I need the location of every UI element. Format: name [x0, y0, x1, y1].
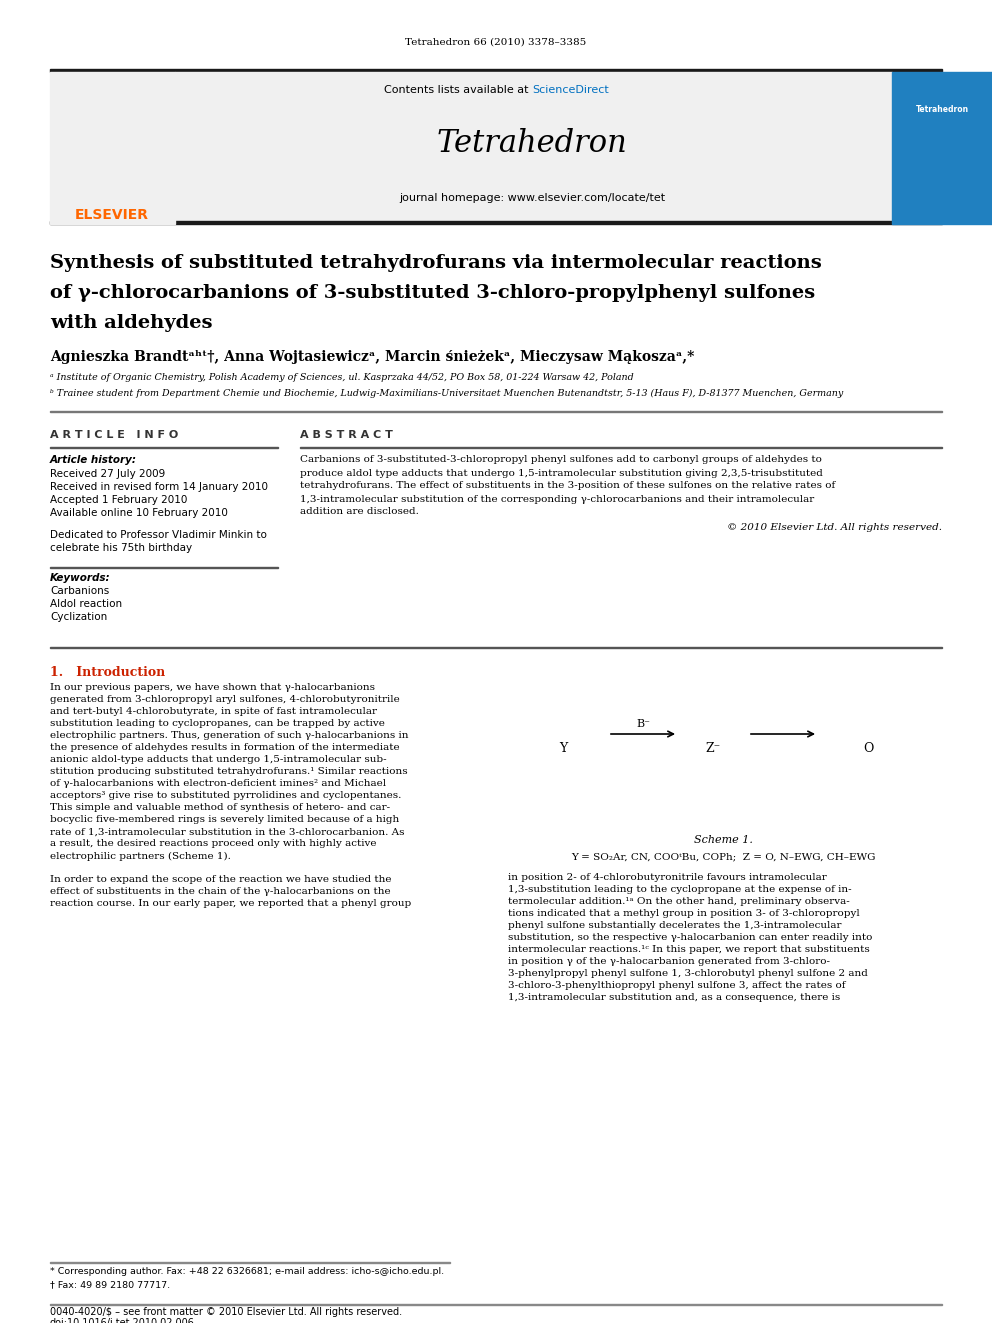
- Text: intermolecular reactions.¹ᶜ In this paper, we report that substituents: intermolecular reactions.¹ᶜ In this pape…: [508, 945, 870, 954]
- Text: † Fax: 49 89 2180 77717.: † Fax: 49 89 2180 77717.: [50, 1281, 170, 1290]
- Text: produce aldol type adducts that undergo 1,5-intramolecular substitution giving 2: produce aldol type adducts that undergo …: [300, 468, 823, 478]
- Text: with aldehydes: with aldehydes: [50, 314, 212, 332]
- Text: celebrate his 75th birthday: celebrate his 75th birthday: [50, 542, 192, 553]
- Text: effect of substituents in the chain of the γ-halocarbanions on the: effect of substituents in the chain of t…: [50, 888, 391, 897]
- Text: Tetrahedron: Tetrahedron: [436, 127, 627, 159]
- Text: and tert-butyl 4-chlorobutyrate, in spite of fast intramolecular: and tert-butyl 4-chlorobutyrate, in spit…: [50, 708, 377, 717]
- Text: ELSEVIER: ELSEVIER: [75, 208, 149, 222]
- Text: A R T I C L E   I N F O: A R T I C L E I N F O: [50, 430, 179, 441]
- Text: O: O: [863, 742, 873, 755]
- Text: 3-chloro-3-phenylthiopropyl phenyl sulfone 3, affect the rates of: 3-chloro-3-phenylthiopropyl phenyl sulfo…: [508, 980, 845, 990]
- Text: Contents lists available at: Contents lists available at: [384, 85, 532, 95]
- Text: phenyl sulfone substantially decelerates the 1,3-intramolecular: phenyl sulfone substantially decelerates…: [508, 921, 841, 930]
- Text: © 2010 Elsevier Ltd. All rights reserved.: © 2010 Elsevier Ltd. All rights reserved…: [727, 524, 942, 532]
- Text: Aldol reaction: Aldol reaction: [50, 599, 122, 609]
- Text: 1,3-intramolecular substitution of the corresponding γ-chlorocarbanions and thei: 1,3-intramolecular substitution of the c…: [300, 495, 814, 504]
- Text: bocyclic five-membered rings is severely limited because of a high: bocyclic five-membered rings is severely…: [50, 815, 399, 824]
- Text: Carbanions: Carbanions: [50, 586, 109, 595]
- Text: in position 2- of 4-chlorobutyronitrile favours intramolecular: in position 2- of 4-chlorobutyronitrile …: [508, 872, 826, 881]
- Text: rate of 1,3-intramolecular substitution in the 3-chlorocarbanion. As: rate of 1,3-intramolecular substitution …: [50, 827, 405, 836]
- Text: Cyclization: Cyclization: [50, 613, 107, 622]
- Text: In order to expand the scope of the reaction we have studied the: In order to expand the scope of the reac…: [50, 876, 392, 885]
- Text: Received 27 July 2009: Received 27 July 2009: [50, 468, 166, 479]
- Text: * Corresponding author. Fax: +48 22 6326681; e-mail address: icho-s@icho.edu.pl.: * Corresponding author. Fax: +48 22 6326…: [50, 1267, 444, 1277]
- Text: Carbanions of 3-substituted-3-chloropropyl phenyl sulfones add to carbonyl group: Carbanions of 3-substituted-3-chloroprop…: [300, 455, 822, 464]
- Text: electrophilic partners (Scheme 1).: electrophilic partners (Scheme 1).: [50, 852, 231, 860]
- Text: 1.   Introduction: 1. Introduction: [50, 665, 166, 679]
- Text: 3-phenylpropyl phenyl sulfone 1, 3-chlorobutyl phenyl sulfone 2 and: 3-phenylpropyl phenyl sulfone 1, 3-chlor…: [508, 968, 868, 978]
- Bar: [175, 71, 892, 222]
- Text: electrophilic partners. Thus, generation of such γ-halocarbanions in: electrophilic partners. Thus, generation…: [50, 732, 409, 741]
- Text: A B S T R A C T: A B S T R A C T: [300, 430, 393, 441]
- Text: Tetrahedron 66 (2010) 3378–3385: Tetrahedron 66 (2010) 3378–3385: [406, 37, 586, 46]
- Text: Accepted 1 February 2010: Accepted 1 February 2010: [50, 495, 187, 505]
- Bar: [50, 69, 942, 71]
- Text: In our previous papers, we have shown that γ-halocarbanions: In our previous papers, we have shown th…: [50, 684, 375, 692]
- Text: Y: Y: [558, 742, 567, 755]
- Text: journal homepage: www.elsevier.com/locate/tet: journal homepage: www.elsevier.com/locat…: [399, 193, 665, 202]
- Bar: [50, 71, 175, 224]
- Text: substitution, so the respective γ-halocarbanion can enter readily into: substitution, so the respective γ-haloca…: [508, 933, 872, 942]
- Text: 1,3-intramolecular substitution and, as a consequence, there is: 1,3-intramolecular substitution and, as …: [508, 992, 840, 1002]
- Text: of γ-chlorocarbanions of 3-substituted 3-chloro-propylphenyl sulfones: of γ-chlorocarbanions of 3-substituted 3…: [50, 284, 815, 302]
- Text: Received in revised form 14 January 2010: Received in revised form 14 January 2010: [50, 482, 268, 492]
- Text: tions indicated that a methyl group in position 3- of 3-chloropropyl: tions indicated that a methyl group in p…: [508, 909, 860, 917]
- Text: ᵇ Trainee student from Department Chemie und Biochemie, Ludwig-Maximilians-Unive: ᵇ Trainee student from Department Chemie…: [50, 389, 843, 398]
- Text: Dedicated to Professor Vladimir Minkin to: Dedicated to Professor Vladimir Minkin t…: [50, 531, 267, 540]
- Bar: [50, 221, 942, 224]
- Text: acceptors³ give rise to substituted pyrrolidines and cyclopentanes.: acceptors³ give rise to substituted pyrr…: [50, 791, 402, 800]
- Text: tetrahydrofurans. The effect of substituents in the 3-position of these sulfones: tetrahydrofurans. The effect of substitu…: [300, 482, 835, 491]
- Text: Synthesis of substituted tetrahydrofurans via intermolecular reactions: Synthesis of substituted tetrahydrofuran…: [50, 254, 821, 273]
- Text: of γ-halocarbanions with electron-deficient imines² and Michael: of γ-halocarbanions with electron-defici…: [50, 779, 386, 789]
- Text: ᵃ Institute of Organic Chemistry, Polish Academy of Sciences, ul. Kasprzaka 44/5: ᵃ Institute of Organic Chemistry, Polish…: [50, 373, 634, 382]
- Text: reaction course. In our early paper, we reported that a phenyl group: reaction course. In our early paper, we …: [50, 900, 412, 909]
- Text: 0040-4020/$ – see front matter © 2010 Elsevier Ltd. All rights reserved.: 0040-4020/$ – see front matter © 2010 El…: [50, 1307, 402, 1316]
- Text: addition are disclosed.: addition are disclosed.: [300, 508, 419, 516]
- Text: Agnieszka Brandtᵃʰᵗ†, Anna Wojtasiewiczᵃ, Marcin śnieżekᵃ, Mieczysaw Mąkoszaᵃ,*: Agnieszka Brandtᵃʰᵗ†, Anna Wojtasiewiczᵃ…: [50, 351, 694, 364]
- Text: the presence of aldehydes results in formation of the intermediate: the presence of aldehydes results in for…: [50, 744, 400, 753]
- Text: substitution leading to cyclopropanes, can be trapped by active: substitution leading to cyclopropanes, c…: [50, 720, 385, 729]
- Text: a result, the desired reactions proceed only with highly active: a result, the desired reactions proceed …: [50, 840, 377, 848]
- Text: Available online 10 February 2010: Available online 10 February 2010: [50, 508, 228, 519]
- Text: B⁻: B⁻: [636, 718, 650, 729]
- Text: Keywords:: Keywords:: [50, 573, 111, 583]
- Text: Z⁻: Z⁻: [705, 742, 720, 755]
- Text: This simple and valuable method of synthesis of hetero- and car-: This simple and valuable method of synth…: [50, 803, 390, 812]
- Bar: [892, 71, 992, 224]
- Text: Tetrahedron: Tetrahedron: [916, 105, 968, 114]
- Text: in position γ of the γ-halocarbanion generated from 3-chloro-: in position γ of the γ-halocarbanion gen…: [508, 957, 830, 966]
- Bar: [50, 647, 942, 648]
- Text: Article history:: Article history:: [50, 455, 137, 464]
- Text: generated from 3-chloropropyl aryl sulfones, 4-chlorobutyronitrile: generated from 3-chloropropyl aryl sulfo…: [50, 696, 400, 705]
- Text: 1,3-substitution leading to the cyclopropane at the expense of in-: 1,3-substitution leading to the cyclopro…: [508, 885, 851, 893]
- Text: anionic aldol-type adducts that undergo 1,5-intramolecular sub-: anionic aldol-type adducts that undergo …: [50, 755, 387, 765]
- Text: ScienceDirect: ScienceDirect: [532, 85, 609, 95]
- Text: Y = SO₂Ar, CN, COOᵗBu, COPh;  Z = O, N–EWG, CH–EWG: Y = SO₂Ar, CN, COOᵗBu, COPh; Z = O, N–EW…: [570, 852, 875, 861]
- Text: stitution producing substituted tetrahydrofurans.¹ Similar reactions: stitution producing substituted tetrahyd…: [50, 767, 408, 777]
- Text: Scheme 1.: Scheme 1.: [693, 835, 753, 845]
- Text: termolecular addition.¹ᵃ On the other hand, preliminary observa-: termolecular addition.¹ᵃ On the other ha…: [508, 897, 850, 905]
- Text: doi:10.1016/j.tet.2010.02.006: doi:10.1016/j.tet.2010.02.006: [50, 1318, 194, 1323]
